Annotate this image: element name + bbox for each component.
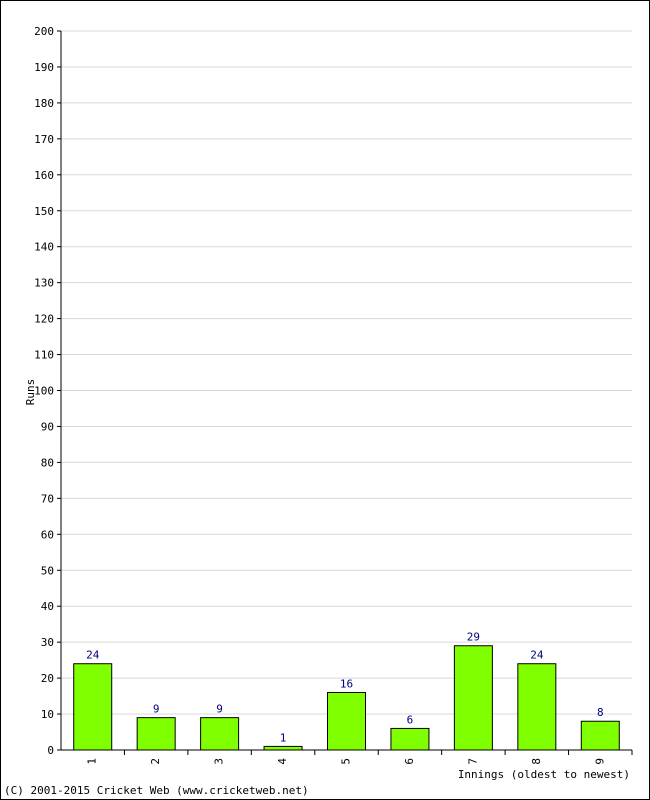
bar-value-label: 1 [280, 731, 287, 744]
bar-value-label: 16 [340, 677, 353, 690]
y-tick-label: 120 [34, 313, 54, 326]
y-tick-label: 70 [41, 492, 54, 505]
y-tick-label: 10 [41, 708, 54, 721]
y-tick-label: 20 [41, 672, 54, 685]
x-tick-label: 5 [340, 758, 353, 765]
y-tick-label: 160 [34, 169, 54, 182]
x-tick-label: 2 [149, 758, 162, 765]
y-tick-label: 180 [34, 97, 54, 110]
copyright-notice: (C) 2001-2015 Cricket Web (www.cricketwe… [4, 784, 309, 797]
y-tick-label: 170 [34, 133, 54, 146]
y-tick-label: 200 [34, 25, 54, 38]
y-tick-label: 140 [34, 241, 54, 254]
bar [453, 645, 493, 751]
bar-value-label: 24 [86, 649, 100, 662]
bar [263, 745, 303, 751]
bar [327, 691, 366, 751]
x-tick-label: 3 [213, 758, 226, 765]
y-tick-label: 150 [34, 205, 54, 218]
x-tick-label: 8 [530, 758, 543, 765]
y-tick-label: 30 [41, 636, 54, 649]
x-axis-title: Innings (oldest to newest) [458, 768, 630, 781]
y-tick-label: 90 [41, 420, 54, 433]
y-tick-label: 40 [41, 600, 54, 613]
y-tick-label: 190 [34, 61, 54, 74]
y-tick-label: 100 [34, 385, 54, 398]
x-tick-label: 9 [593, 758, 606, 765]
y-tick-label: 50 [41, 564, 54, 577]
bar [73, 663, 113, 751]
bar-value-label: 9 [153, 703, 160, 716]
bar [517, 663, 557, 751]
bar-value-label: 9 [216, 703, 223, 716]
y-tick-label: 130 [34, 277, 54, 290]
bar [580, 720, 620, 751]
bar-value-label: 29 [467, 631, 480, 644]
y-tick-label: 110 [34, 349, 54, 362]
y-axis-title: Runs [24, 379, 37, 406]
bar [200, 717, 240, 751]
bar-value-label: 6 [407, 713, 414, 726]
x-tick-label: 6 [403, 758, 416, 765]
y-tick-label: 60 [41, 528, 54, 541]
bar-value-label: 24 [530, 649, 544, 662]
x-tick-label: 1 [86, 758, 99, 765]
bar [136, 717, 176, 751]
bar-value-label: 8 [597, 706, 604, 719]
x-tick-label: 4 [276, 758, 289, 765]
x-tick-label: 7 [466, 758, 479, 765]
y-tick-label: 80 [41, 456, 54, 469]
bar [390, 727, 430, 751]
y-tick-label: 0 [47, 744, 54, 757]
